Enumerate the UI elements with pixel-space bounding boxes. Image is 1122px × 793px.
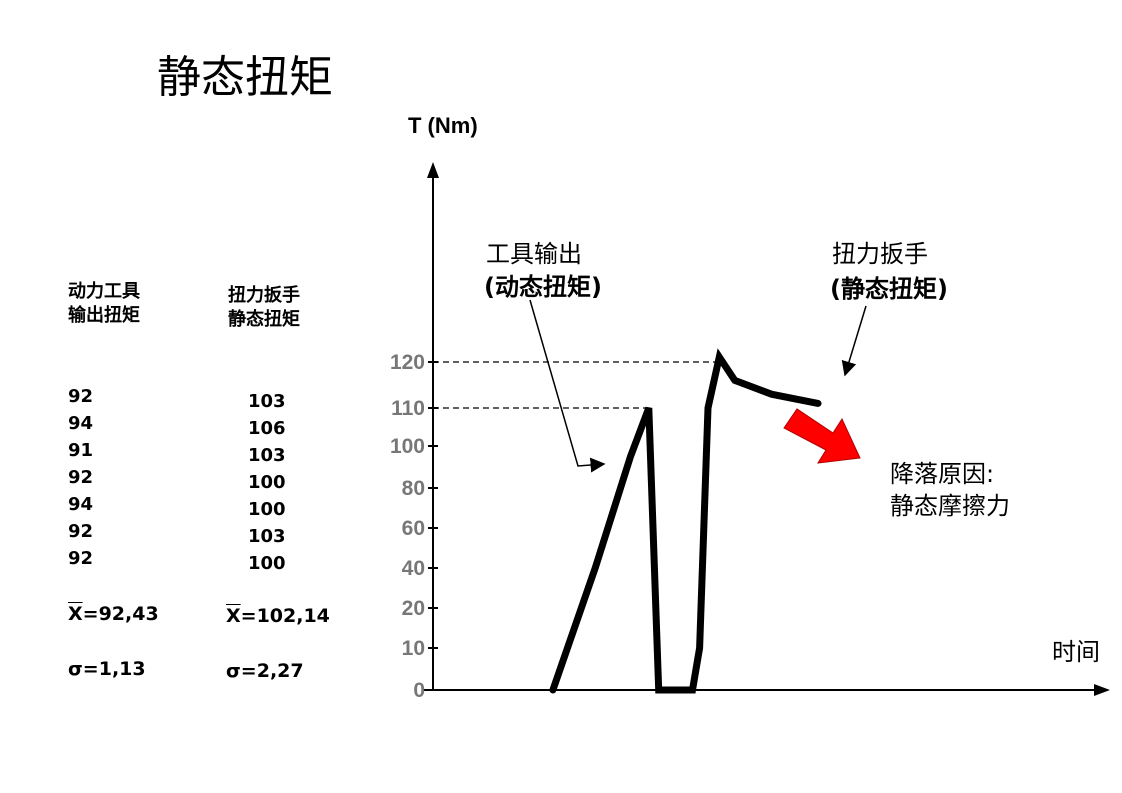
right-column-header: 扭力扳手 静态扭矩 xyxy=(228,284,300,332)
left-mean: X=92,43 xyxy=(68,603,159,625)
left-mean-value: =92,43 xyxy=(82,603,159,625)
annotation-reason-line-2: 静态摩擦力 xyxy=(890,492,1010,520)
left-sigma: σ=1,13 xyxy=(68,658,146,680)
left-value: 92 xyxy=(68,521,94,542)
right-values: 103 106 103 100 100 103 100 xyxy=(248,388,286,577)
right-value: 103 xyxy=(248,526,286,547)
y-tick-label: 60 xyxy=(402,517,425,540)
red-drop-arrow xyxy=(783,408,861,464)
annotation-torque-wrench-pointer xyxy=(841,305,867,377)
torque-series-line xyxy=(549,348,822,694)
y-axis-title: T (Nm) xyxy=(408,113,478,138)
right-value: 103 xyxy=(248,445,286,466)
annotation-tool-output-pointer xyxy=(529,299,606,473)
x-axis-arrow xyxy=(1094,684,1110,696)
right-sigma: σ=2,27 xyxy=(226,660,304,682)
left-value: 91 xyxy=(68,440,94,461)
right-header-line-2: 静态扭矩 xyxy=(228,309,300,330)
left-value: 92 xyxy=(68,548,94,569)
right-header-line-1: 扭力扳手 xyxy=(228,285,300,306)
annotation-tool-output-line-2: (动态扭矩) xyxy=(484,273,602,301)
right-mean-value: =102,14 xyxy=(240,605,330,627)
right-mean: X=102,14 xyxy=(226,605,330,627)
y-tick-label: 80 xyxy=(402,477,425,500)
y-tick-label: 20 xyxy=(402,597,425,620)
mean-symbol: X xyxy=(226,605,241,627)
annotation-tool-output-line-1: 工具输出 xyxy=(486,240,582,268)
right-value: 100 xyxy=(248,553,286,574)
left-column-header: 动力工具 输出扭矩 xyxy=(68,280,140,328)
x-axis-title: 时间 xyxy=(1052,638,1100,666)
y-tick-label: 40 xyxy=(402,557,425,580)
left-value: 92 xyxy=(68,467,94,488)
annotation-torque-wrench-line-2: (静态扭矩) xyxy=(830,275,948,303)
right-value: 106 xyxy=(248,418,286,439)
annotation-torque-wrench-line-1: 扭力扳手 xyxy=(832,240,928,268)
y-tick-label: 100 xyxy=(390,435,425,458)
y-axis-arrow xyxy=(427,162,439,178)
left-header-line-1: 动力工具 xyxy=(68,281,140,302)
left-value: 92 xyxy=(68,386,94,407)
y-tick-label: 110 xyxy=(391,397,425,420)
y-tick-label: 0 xyxy=(413,679,425,702)
left-value: 94 xyxy=(68,413,94,434)
left-header-line-2: 输出扭矩 xyxy=(68,305,140,326)
left-column: 动力工具 输出扭矩 xyxy=(68,280,140,328)
y-tick-label: 10 xyxy=(402,637,425,660)
left-value: 94 xyxy=(68,494,94,515)
right-value: 103 xyxy=(248,391,286,412)
right-column: 扭力扳手 静态扭矩 xyxy=(228,284,300,332)
right-value: 100 xyxy=(248,499,286,520)
y-tick-label: 120 xyxy=(390,351,425,374)
annotation-reason-line-1: 降落原因: xyxy=(890,460,994,488)
right-value: 100 xyxy=(248,472,286,493)
page-title: 静态扭矩 xyxy=(157,52,333,103)
left-values: 92 94 91 92 94 92 92 xyxy=(68,383,93,572)
mean-symbol: X xyxy=(68,603,83,625)
